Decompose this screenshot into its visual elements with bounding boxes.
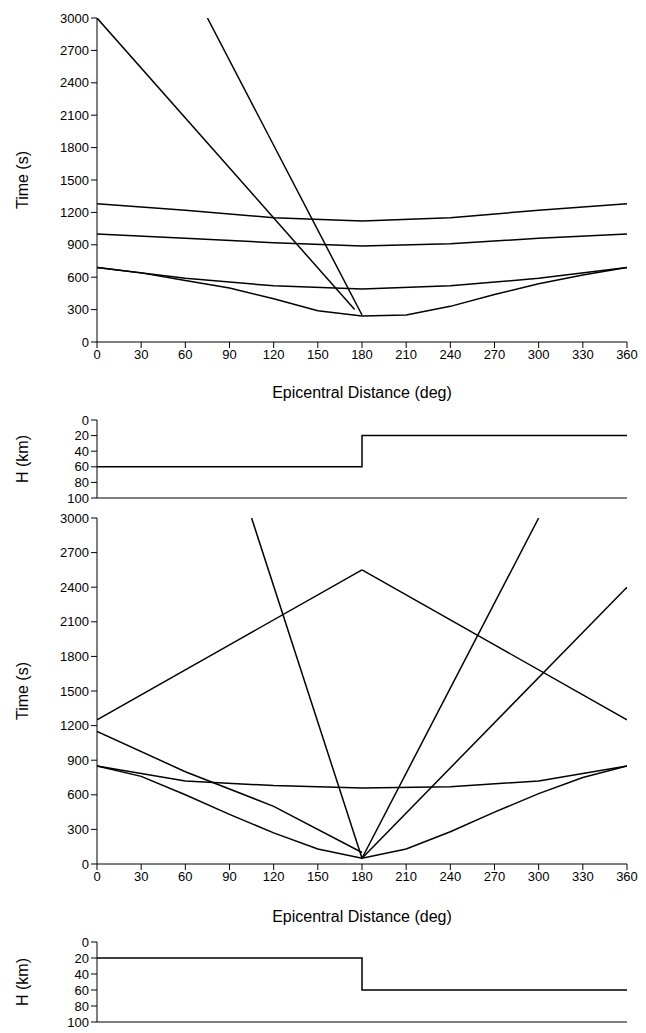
svg-text:2400: 2400 xyxy=(60,75,89,90)
svg-text:1800: 1800 xyxy=(60,140,89,155)
svg-text:150: 150 xyxy=(307,347,329,362)
svg-text:3000: 3000 xyxy=(60,511,89,526)
svg-text:1500: 1500 xyxy=(60,684,89,699)
svg-text:100: 100 xyxy=(67,491,89,506)
svg-text:1200: 1200 xyxy=(60,718,89,733)
svg-text:2100: 2100 xyxy=(60,614,89,629)
svg-text:360: 360 xyxy=(616,869,638,884)
svg-text:Epicentral Distance (deg): Epicentral Distance (deg) xyxy=(272,908,452,925)
svg-text:0: 0 xyxy=(82,935,89,950)
svg-text:300: 300 xyxy=(528,347,550,362)
svg-text:1500: 1500 xyxy=(60,173,89,188)
svg-text:60: 60 xyxy=(178,347,192,362)
svg-text:80: 80 xyxy=(75,475,89,490)
svg-text:360: 360 xyxy=(616,347,638,362)
svg-text:150: 150 xyxy=(307,869,329,884)
svg-text:120: 120 xyxy=(263,869,285,884)
svg-text:80: 80 xyxy=(75,999,89,1014)
svg-text:90: 90 xyxy=(222,869,236,884)
svg-text:90: 90 xyxy=(222,347,236,362)
svg-text:1200: 1200 xyxy=(60,205,89,220)
svg-text:0: 0 xyxy=(82,413,89,428)
svg-text:2400: 2400 xyxy=(60,580,89,595)
svg-text:210: 210 xyxy=(395,869,417,884)
svg-text:240: 240 xyxy=(439,869,461,884)
svg-text:Time (s): Time (s) xyxy=(14,662,31,720)
svg-text:20: 20 xyxy=(75,428,89,443)
svg-text:600: 600 xyxy=(67,787,89,802)
svg-text:0: 0 xyxy=(93,347,100,362)
svg-text:Time (s): Time (s) xyxy=(14,151,31,209)
svg-text:0: 0 xyxy=(82,335,89,350)
svg-text:600: 600 xyxy=(67,270,89,285)
svg-text:20: 20 xyxy=(75,951,89,966)
svg-text:1800: 1800 xyxy=(60,649,89,664)
svg-text:240: 240 xyxy=(439,347,461,362)
svg-text:270: 270 xyxy=(484,869,506,884)
svg-text:60: 60 xyxy=(75,983,89,998)
svg-text:3000: 3000 xyxy=(60,11,89,26)
svg-text:2100: 2100 xyxy=(60,108,89,123)
svg-text:60: 60 xyxy=(178,869,192,884)
svg-text:180: 180 xyxy=(351,347,373,362)
svg-text:0: 0 xyxy=(82,857,89,872)
svg-text:Epicentral Distance (deg): Epicentral Distance (deg) xyxy=(272,384,452,401)
svg-text:2700: 2700 xyxy=(60,545,89,560)
svg-text:30: 30 xyxy=(134,347,148,362)
svg-text:40: 40 xyxy=(75,444,89,459)
svg-text:0: 0 xyxy=(93,869,100,884)
svg-text:2700: 2700 xyxy=(60,43,89,58)
svg-text:210: 210 xyxy=(395,347,417,362)
svg-text:300: 300 xyxy=(67,822,89,837)
svg-text:300: 300 xyxy=(67,302,89,317)
svg-text:H (km): H (km) xyxy=(14,958,31,1006)
svg-text:30: 30 xyxy=(134,869,148,884)
svg-text:330: 330 xyxy=(572,869,594,884)
svg-text:40: 40 xyxy=(75,967,89,982)
svg-text:270: 270 xyxy=(484,347,506,362)
svg-text:120: 120 xyxy=(263,347,285,362)
svg-text:60: 60 xyxy=(75,459,89,474)
svg-text:100: 100 xyxy=(67,1015,89,1030)
svg-text:300: 300 xyxy=(528,869,550,884)
svg-text:H (km): H (km) xyxy=(14,435,31,483)
svg-text:900: 900 xyxy=(67,237,89,252)
svg-text:330: 330 xyxy=(572,347,594,362)
svg-text:900: 900 xyxy=(67,753,89,768)
svg-text:180: 180 xyxy=(351,869,373,884)
